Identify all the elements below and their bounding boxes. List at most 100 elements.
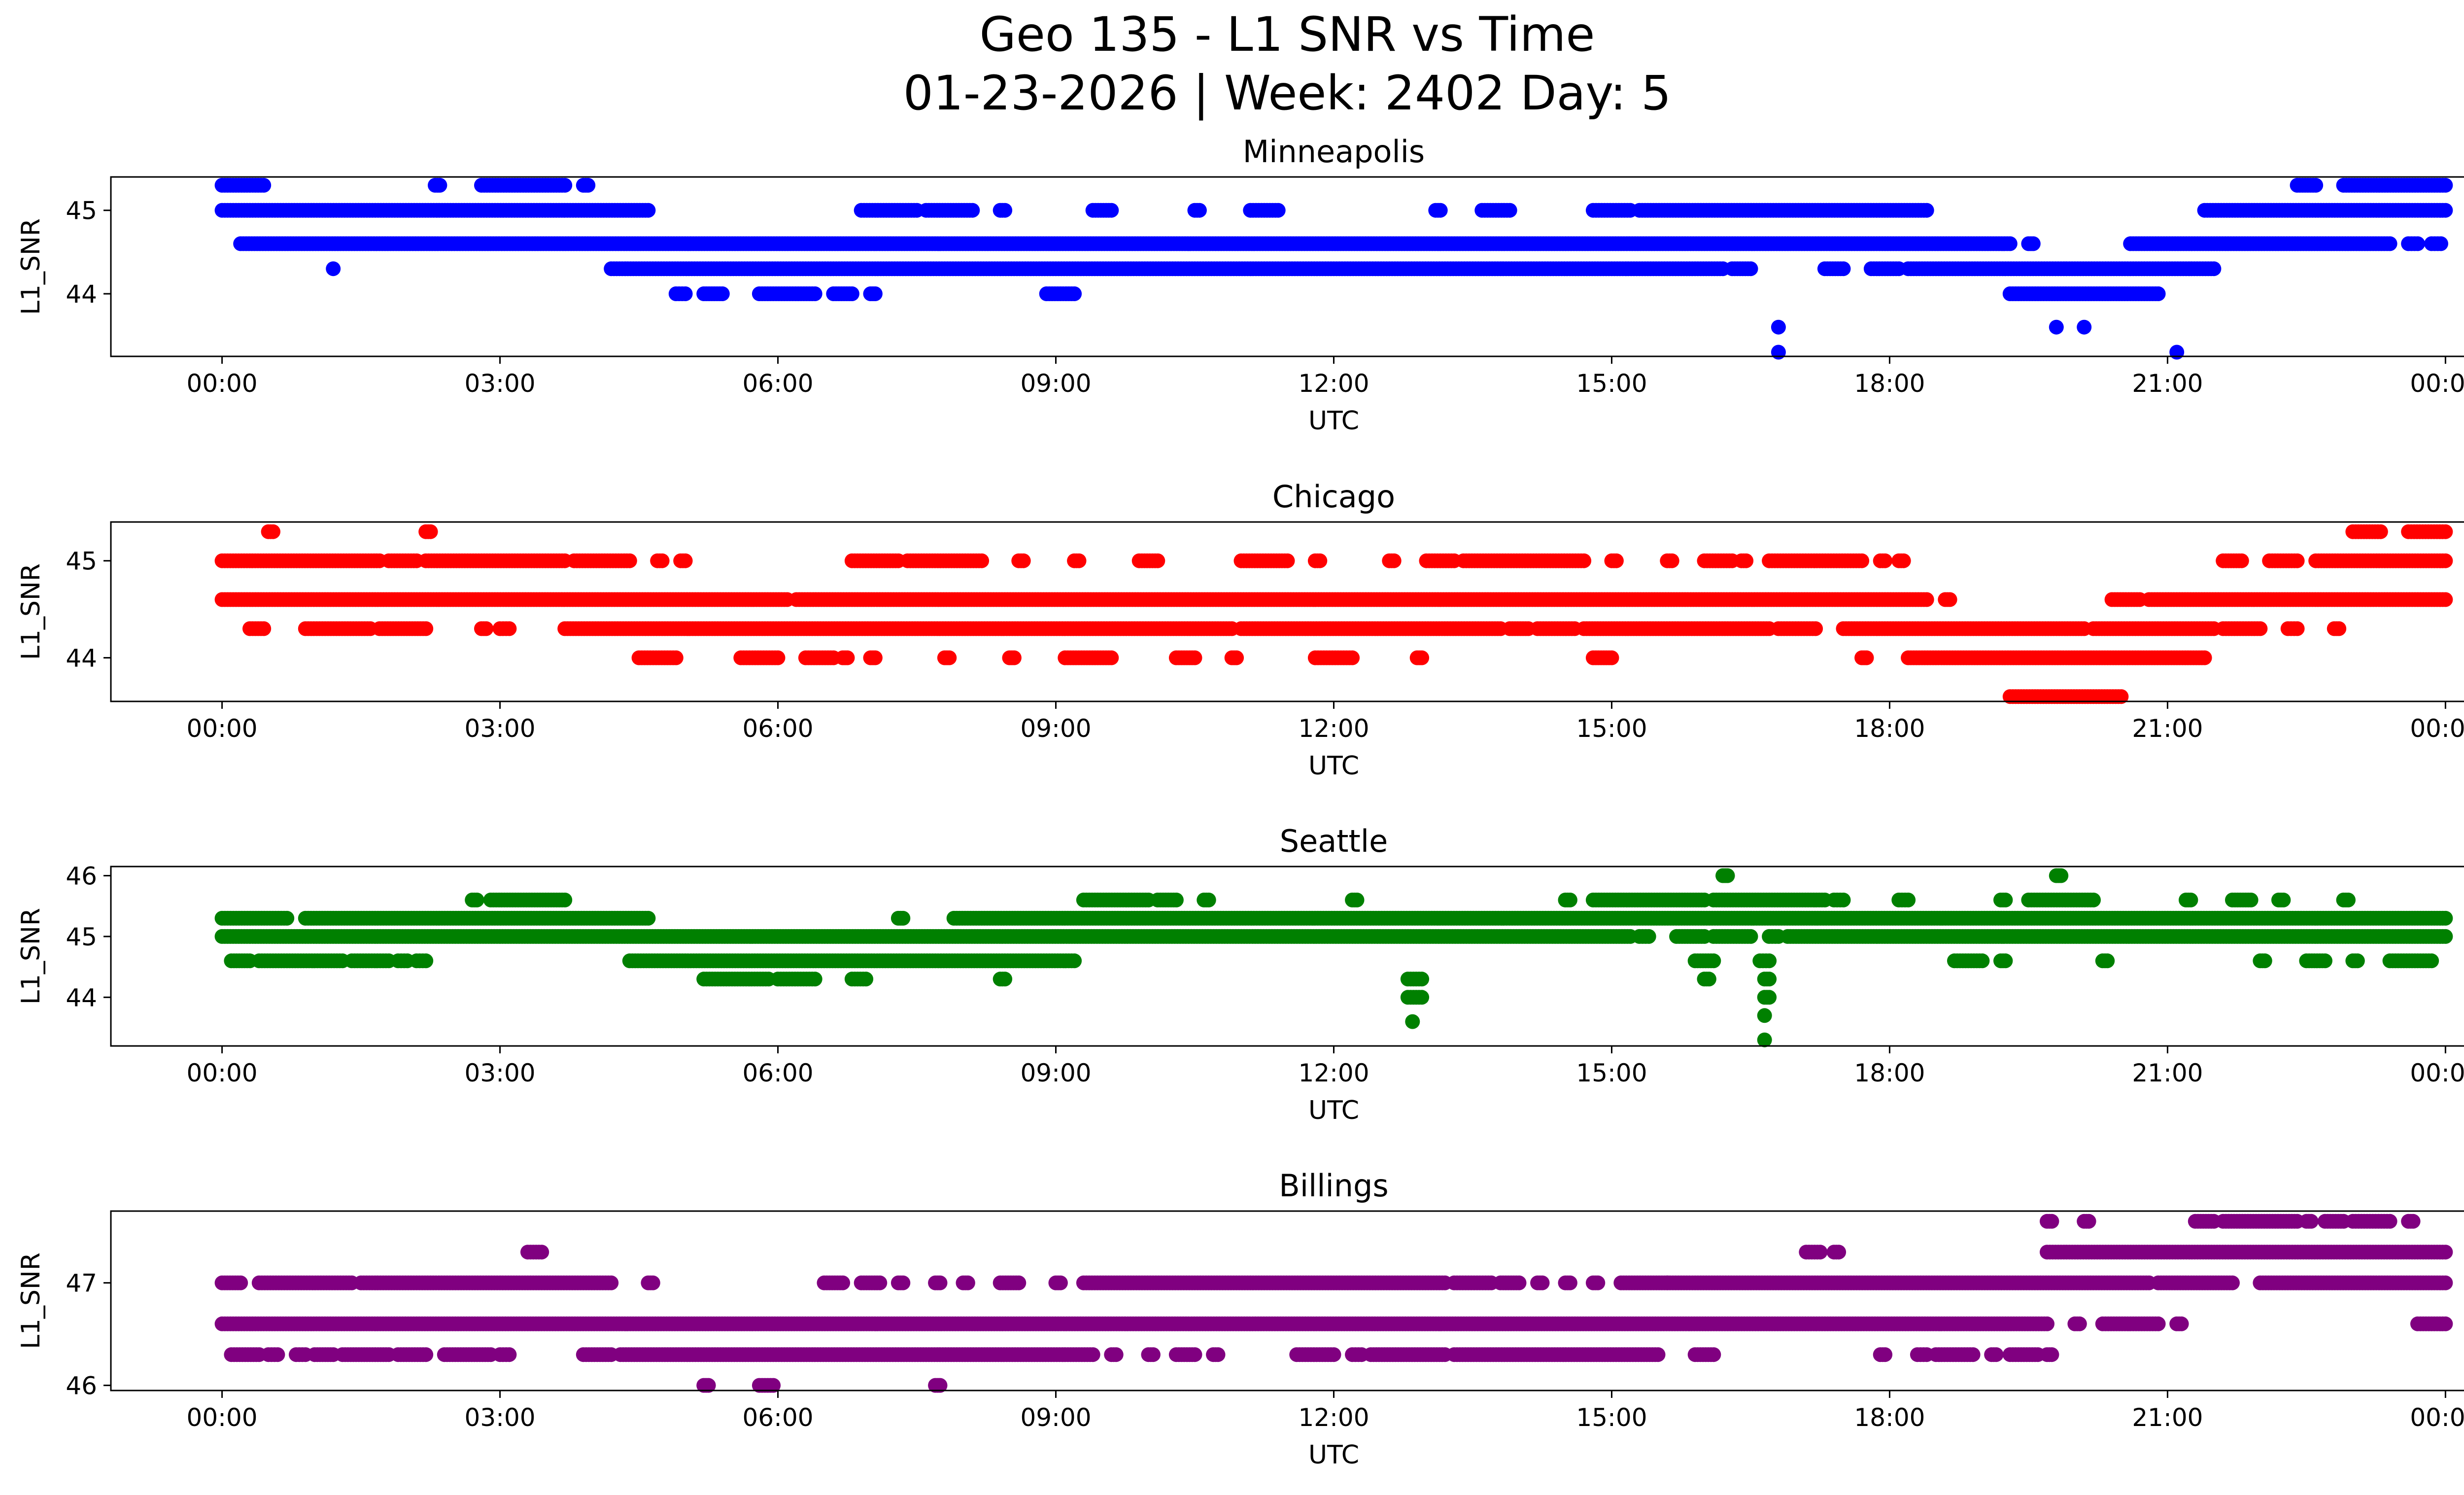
x-tick-label: 06:00 [742, 369, 813, 398]
data-point [2183, 892, 2198, 907]
data-point [1104, 203, 1119, 218]
data-point [256, 177, 272, 193]
data-point [1942, 592, 1957, 607]
x-tick-label: 18:00 [1854, 714, 1925, 743]
data-point [2382, 236, 2397, 251]
y-tick-label: 44 [66, 280, 97, 309]
data-point [1604, 650, 1619, 665]
data-point [557, 177, 573, 193]
data-point [2373, 524, 2388, 539]
data-point [432, 177, 447, 193]
data-point [1280, 553, 1295, 568]
data-point [266, 524, 280, 539]
data-point [1919, 203, 1934, 218]
x-tick-label: 03:00 [465, 369, 536, 398]
data-point [1201, 892, 1216, 907]
x-tick-label: 15:00 [1576, 714, 1647, 743]
data-point [1345, 650, 1360, 665]
data-point [1608, 553, 1624, 568]
figure-title-line1: Geo 135 - L1 SNR vs Time [980, 7, 1595, 62]
data-point [2197, 650, 2212, 665]
data-point [678, 553, 693, 568]
x-tick-label: 21:00 [2132, 714, 2203, 743]
data-point [1854, 553, 1870, 568]
data-point [867, 286, 883, 301]
data-point [2049, 319, 2064, 335]
data-point [844, 286, 859, 301]
data-point [1836, 261, 1851, 277]
data-point [2438, 177, 2453, 193]
data-point [2410, 236, 2425, 251]
data-point [622, 553, 637, 568]
data-point [256, 621, 272, 636]
y-axis-label: L1_SNR [16, 563, 46, 660]
data-point [1919, 592, 1934, 607]
data-point [654, 553, 670, 568]
data-point [557, 892, 573, 907]
data-point [1739, 553, 1754, 568]
data-points [214, 524, 2453, 704]
data-point [2002, 236, 2018, 251]
data-point [2243, 892, 2259, 907]
x-tick-label: 00:00 [2410, 714, 2464, 743]
x-tick-label: 18:00 [1854, 369, 1925, 398]
x-tick-label: 21:00 [2132, 369, 2203, 398]
data-point [2077, 319, 2092, 335]
y-tick-label: 44 [66, 644, 97, 672]
data-point [469, 892, 484, 907]
subplot-title: Chicago [1272, 479, 1395, 515]
data-point [418, 621, 434, 636]
data-point [895, 910, 911, 926]
data-point [479, 621, 494, 636]
data-point [1901, 892, 1916, 907]
data-point [2086, 892, 2101, 907]
data-point [2331, 621, 2347, 636]
data-point [1808, 621, 1823, 636]
data-point [641, 910, 656, 926]
x-tick-label: 00:00 [2410, 369, 2464, 398]
data-point [2151, 286, 2166, 301]
y-tick-label: 45 [66, 197, 97, 225]
x-tick-label: 12:00 [1298, 369, 1369, 398]
data-point [1104, 650, 1119, 665]
x-tick-label: 00:00 [187, 369, 258, 398]
data-point [641, 203, 656, 218]
data-point [1150, 553, 1165, 568]
data-point [1386, 553, 1402, 568]
data-point [715, 286, 730, 301]
data-point [1067, 286, 1082, 301]
data-point [1720, 868, 1735, 883]
data-point [770, 650, 786, 665]
data-point [1006, 650, 1022, 665]
data-point [2438, 524, 2453, 539]
data-point [279, 910, 295, 926]
data-point [502, 621, 517, 636]
data-point [1562, 892, 1577, 907]
data-point [2290, 621, 2305, 636]
data-point [678, 286, 693, 301]
data-point [2169, 345, 2185, 360]
data-point [1743, 261, 1758, 277]
x-axis-label: UTC [1308, 406, 1359, 436]
x-tick-label: 12:00 [1298, 714, 1369, 743]
data-point [1187, 650, 1202, 665]
data-point [1312, 553, 1328, 568]
data-point [2438, 203, 2453, 218]
data-point [1270, 203, 1286, 218]
data-point [1878, 553, 1893, 568]
data-point [840, 650, 855, 665]
data-points [214, 868, 2453, 1047]
data-point [867, 650, 883, 665]
data-point [2341, 892, 2356, 907]
data-point [1229, 650, 1244, 665]
subplot-title: Minneapolis [1243, 134, 1425, 170]
data-point [2438, 910, 2453, 926]
data-point [942, 650, 957, 665]
data-point [1896, 553, 1911, 568]
data-point [2438, 553, 2453, 568]
data-point [581, 177, 596, 193]
data-point [974, 553, 990, 568]
